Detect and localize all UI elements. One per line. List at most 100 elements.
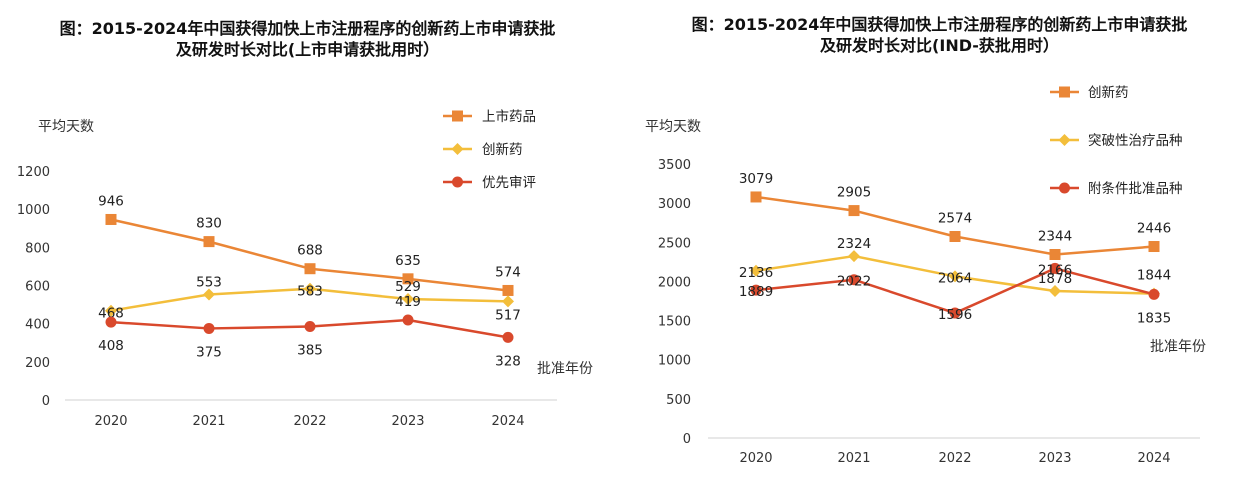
chart-1-x-tick-label: 2024: [491, 414, 524, 429]
chart-2-series-1-data-label: 2905: [837, 185, 871, 201]
chart-1-series-3-point: [402, 314, 414, 326]
chart-2-series-2-point: [1049, 284, 1061, 297]
chart-1-y-tick-label: 800: [25, 241, 50, 256]
chart-2-legend-marker: [1059, 86, 1070, 98]
chart-2-series-2-data-label: 1844: [1137, 268, 1171, 284]
chart-1-x-tick-label: 2022: [293, 414, 326, 429]
chart-1-series-2-data-label: 583: [297, 284, 323, 300]
chart-1-series-2-data-label: 553: [196, 274, 222, 290]
chart-1-series-1-data-label: 635: [395, 253, 421, 269]
chart-1-x-tick-label: 2021: [192, 414, 225, 429]
chart-1-series-3-point: [203, 322, 215, 334]
chart-2-series-2-data-label: 2324: [837, 236, 871, 252]
chart-1-series-1-point: [502, 284, 514, 296]
chart-2-x-axis-title: 批准年份: [1150, 339, 1206, 355]
chart-1-series-3-data-label: 408: [98, 338, 124, 354]
chart-1-legend-marker: [451, 143, 464, 155]
chart-2-series-2-point: [848, 250, 860, 263]
chart-2-series-3-point: [750, 284, 762, 296]
chart-2-x-tick-label: 2020: [739, 451, 772, 466]
chart-1-y-axis-title: 平均天数: [38, 119, 94, 135]
chart-1-legend-label: 上市药品: [482, 108, 536, 125]
chart-2-y-tick-label: 500: [666, 393, 691, 408]
chart-1-legend-marker: [452, 110, 463, 122]
chart-1-y-tick-label: 0: [42, 394, 50, 409]
chart-1-legend-marker: [452, 176, 463, 188]
chart-2-y-tick-label: 2000: [658, 275, 691, 290]
chart-1-series-2-data-label: 468: [98, 306, 124, 322]
chart-2-y-tick-label: 1500: [658, 315, 691, 330]
chart-2-x-tick-label: 2022: [938, 451, 971, 466]
chart-1-series-2-point: [203, 288, 215, 301]
chart-1-y-tick-label: 400: [25, 318, 50, 333]
chart-2-title: 图：2015-2024年中国获得加快上市注册程序的创新药上市申请获批 及研发时长…: [628, 14, 1251, 56]
chart-2-series-3-point: [1049, 262, 1061, 274]
chart-2-series-1-point: [1049, 248, 1061, 260]
chart-2-y-tick-label: 2500: [658, 236, 691, 251]
chart-1-x-tick-label: 2023: [391, 414, 424, 429]
chart-1-series-1-data-label: 830: [196, 216, 222, 232]
chart-1-y-tick-label: 1200: [17, 165, 50, 180]
chart-1-series-2-data-label: 517: [495, 307, 521, 323]
chart-2-series-1-point: [848, 205, 860, 217]
chart-1-series-2-point: [105, 304, 117, 317]
chart-1-series-1-data-label: 946: [98, 193, 124, 209]
chart-2-legend-marker: [1059, 182, 1070, 194]
chart-1-series-3-data-label: 328: [495, 353, 521, 369]
chart-2-series-3-data-label: 2022: [837, 274, 871, 290]
chart-2-series-1-data-label: 2344: [1038, 228, 1072, 244]
chart-1-legend-label: 创新药: [482, 142, 523, 158]
chart-1-series-1-data-label: 688: [297, 243, 323, 259]
chart-2-legend-label: 附条件批准品种: [1088, 180, 1183, 197]
chart-2-series-3-point: [949, 307, 961, 319]
chart-1-series-1-point: [304, 263, 316, 275]
chart-2-legend-label: 突破性治疗品种: [1088, 133, 1183, 149]
chart-2-series-3-data-label: 1889: [739, 284, 773, 300]
chart-2-x-tick-label: 2021: [837, 451, 870, 466]
chart-2-title-line-1: 图：2015-2024年中国获得加快上市注册程序的创新药上市申请获批: [691, 15, 1188, 34]
chart-1-series-2-point: [502, 295, 514, 308]
chart-2-y-axis-title: 平均天数: [645, 119, 701, 135]
chart-2-series-1-data-label: 2446: [1137, 221, 1171, 237]
chart-2-series-2-point: [949, 270, 961, 283]
chart-2-series-1-point: [1148, 241, 1160, 253]
chart-2-legend-label: 创新药: [1088, 85, 1129, 101]
chart-2-series-2-data-label: 1878: [1038, 271, 1072, 287]
chart-1-series-2-point: [402, 293, 414, 306]
chart-1-y-tick-label: 200: [25, 356, 50, 371]
chart-1-title-line-2: 及研发时长对比(上市申请获批用时）: [175, 40, 440, 59]
chart-1-y-tick-label: 600: [25, 280, 50, 295]
chart-1-series-2-point: [304, 282, 316, 295]
chart-1-y-tick-label: 1000: [17, 203, 50, 218]
chart-1-series-1-data-label: 574: [495, 264, 521, 280]
chart-2-series-3-data-label: 2166: [1038, 262, 1072, 278]
chart-1-series-1-point: [203, 236, 215, 248]
chart-2-y-tick-label: 1000: [658, 354, 691, 369]
chart-2-legend-marker: [1058, 134, 1071, 146]
chart-1-title-line-1: 图：2015-2024年中国获得加快上市注册程序的创新药上市申请获批: [59, 19, 556, 38]
chart-2-series-2-data-label: 2136: [739, 265, 773, 281]
chart-1-series-3-point: [502, 331, 514, 343]
chart-2-x-tick-label: 2024: [1137, 451, 1170, 466]
chart-2-series-3-point: [1148, 288, 1160, 300]
chart-2-y-tick-label: 3000: [658, 197, 691, 212]
chart-2-series-1-point: [949, 230, 961, 242]
chart-2-series-3-data-label: 1835: [1137, 310, 1171, 326]
chart-1-series-3-point: [304, 321, 316, 333]
chart-1-series-3-data-label: 419: [395, 294, 421, 310]
chart-1-series-1-point: [402, 273, 414, 285]
chart-1-x-tick-label: 2020: [94, 414, 127, 429]
chart-1-legend-label: 优先审评: [482, 175, 536, 191]
chart-2-series-2-data-label: 2064: [938, 270, 972, 286]
chart-1-series-1-point: [105, 213, 117, 225]
chart-1-x-axis-title: 批准年份: [537, 361, 593, 377]
chart-1-series-2-data-label: 529: [395, 279, 421, 295]
chart-2-x-tick-label: 2023: [1038, 451, 1071, 466]
chart-2-series-1-point: [750, 191, 762, 203]
chart-1-series-3-data-label: 385: [297, 343, 323, 359]
chart-2-y-tick-label: 3500: [658, 158, 691, 173]
chart-2-y-tick-label: 0: [683, 432, 691, 447]
chart-2-series-2-point: [750, 264, 762, 277]
chart-2-title-line-2: 及研发时长对比(IND-获批用时）: [820, 36, 1059, 55]
